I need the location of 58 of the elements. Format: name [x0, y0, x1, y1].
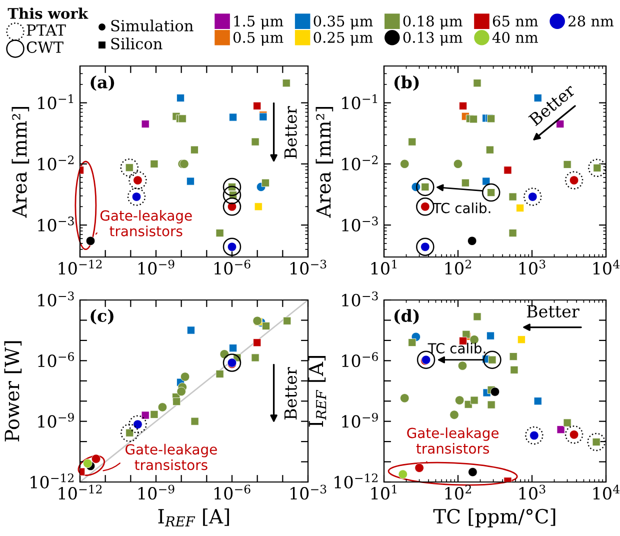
x-axis-title: TC [ppm/°C] — [433, 508, 556, 528]
legend-label: 0.5 μm — [233, 32, 284, 46]
y-tick-label: 10$^{−3}$ — [38, 216, 74, 232]
text: Silicon — [111, 38, 162, 50]
legend-label: 0.35 μm — [314, 16, 373, 30]
y-tick-label: 10$^{−3}$ — [342, 216, 378, 232]
annotation: Better — [284, 106, 297, 159]
legend-label: 1.5 μm — [234, 16, 284, 30]
y-axis-title: Area [mm²] — [12, 106, 30, 218]
x-tick-label: 10$^{−9}$ — [138, 484, 174, 500]
text: (c) — [90, 309, 114, 324]
y-tick-label: 10$^{−1}$ — [342, 94, 378, 110]
x-tick-label: 10$^{−3}$ — [290, 260, 326, 275]
text: (b) — [394, 76, 419, 91]
legend-label: PTAT — [26, 24, 66, 36]
x-tick-label: 10$^{−6}$ — [214, 484, 250, 500]
legend-label: 65 nm — [492, 16, 538, 27]
annotation: TC calib. — [428, 342, 486, 354]
x-tick-label: 10$^{1}$ — [371, 260, 396, 275]
annotation: Better — [526, 305, 580, 318]
legend-label: CWT — [26, 41, 64, 53]
x-axis-title: I$_{REF}$ [A] — [158, 508, 229, 526]
x-tick-label: 10$^{−9}$ — [138, 260, 174, 275]
x-tick-label: 10$^{4}$ — [593, 484, 620, 500]
text: (a) — [90, 76, 114, 91]
text: (d) — [394, 309, 419, 324]
y-tick-label: 10$^{−6}$ — [38, 352, 74, 368]
y-tick-label: 10$^{−3}$ — [38, 292, 74, 306]
y-tick-label: 10$^{−2}$ — [38, 155, 74, 170]
legend-label: 0.25 μm — [314, 32, 373, 46]
legend-label: 28 nm — [568, 16, 614, 27]
text: Simulation — [111, 20, 194, 32]
y-tick-label: 10$^{−9}$ — [38, 412, 74, 428]
y-tick-label: 10$^{−1}$ — [38, 94, 74, 110]
annotation: Better — [284, 367, 297, 420]
x-tick-label: 10$^{4}$ — [593, 260, 620, 275]
x-tick-label: 10$^{3}$ — [519, 484, 546, 500]
y-tick-label: 10$^{−9}$ — [342, 412, 378, 428]
y-tick-label: 10$^{−3}$ — [342, 292, 378, 306]
y-tick-label: 10$^{−2}$ — [342, 155, 378, 170]
legend-label: 0.18 μm — [403, 16, 462, 30]
legend-label: 40 nm — [492, 32, 538, 43]
legend-label: 0.13 μm — [403, 32, 462, 46]
annotation: TC calib. — [432, 202, 490, 214]
x-tick-label: 10$^{2}$ — [445, 484, 471, 500]
y-tick-label: 10$^{−6}$ — [342, 352, 378, 368]
y-axis-title: I$_{REF}$ [A] — [308, 356, 326, 427]
x-tick-label: 10$^{−12}$ — [58, 260, 102, 275]
annotation: Gate-leakage transistors — [126, 444, 217, 470]
x-tick-label: 10$^{2}$ — [445, 260, 471, 275]
y-axis-title: Power [W] — [4, 341, 22, 442]
legend-title: This work — [8, 8, 88, 19]
annotation: Gate-leakage transistors — [407, 427, 499, 454]
x-tick-label: 10$^{−3}$ — [290, 484, 326, 500]
annotation: Gate-leakage transistors — [100, 210, 192, 236]
y-axis-title: Area [mm²] — [316, 106, 334, 218]
x-tick-label: 10$^{−6}$ — [214, 260, 250, 275]
x-tick-label: 10$^{3}$ — [519, 260, 546, 275]
